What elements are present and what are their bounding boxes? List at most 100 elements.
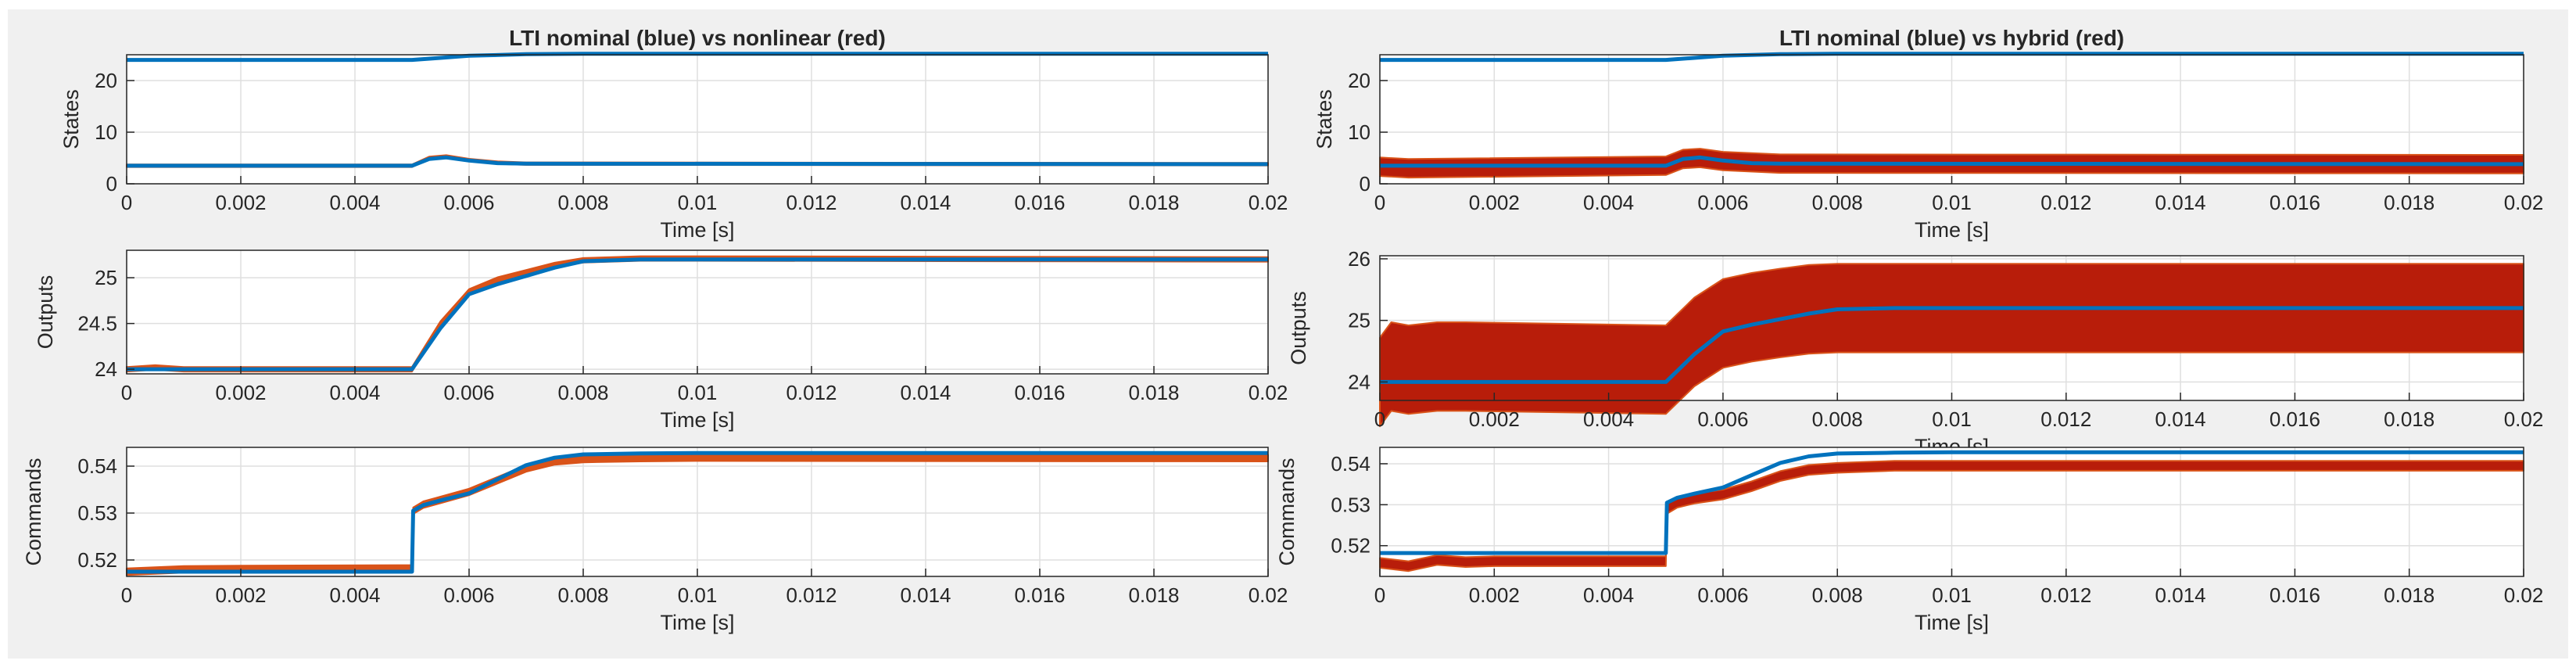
y-tick-label: 24.5 [77,312,117,336]
x-tick-label: 0.012 [2040,407,2091,431]
y-tick-label: 26 [1348,247,1370,271]
y-axis-label: Commands [1275,458,1299,565]
x-tick-label: 0.008 [557,191,608,214]
x-tick-label: 0.02 [1249,583,1288,607]
x-tick-label: 0.01 [678,583,718,607]
x-tick-label: 0.02 [1249,381,1288,404]
x-tick-label: 0.008 [1812,191,1863,214]
y-tick-label: 0.54 [77,454,117,478]
x-tick-label: 0.016 [1014,381,1065,404]
series-line-blue [1380,155,2524,168]
x-axis-label: Time [s] [1915,218,1989,242]
chart-title: LTI nominal (blue) vs nonlinear (red) [509,26,886,50]
x-tick-label: 0.018 [1128,191,1179,214]
y-tick-label: 0.52 [77,548,117,572]
x-tick-label: 0.016 [2270,583,2320,607]
x-axis-label: Time [s] [1915,611,1989,634]
x-tick-label: 0.016 [1014,583,1065,607]
x-tick-label: 0.014 [900,583,951,607]
x-tick-label: 0.014 [900,381,951,404]
x-tick-label: 0.02 [2504,191,2544,214]
axes-left-commands: 0 0.002 0.004 0.006 0.008 0.01 0.012 0.014 0.016… [22,447,1288,634]
x-tick-label: 0.01 [678,191,718,214]
y-tick-label: 10 [95,120,117,144]
y-tick-label: 25 [95,266,117,289]
y-axis-label: States [1313,89,1336,149]
x-tick-label: 0 [121,381,132,404]
x-tick-label: 0.006 [1697,407,1748,431]
y-tick-label: 24 [95,357,117,381]
x-tick-label: 0.018 [2384,191,2434,214]
y-tick-label: 0.54 [1331,452,1370,476]
x-tick-label: 0.008 [557,583,608,607]
x-tick-label: 0.014 [2155,407,2206,431]
x-tick-label: 0.002 [215,191,266,214]
x-tick-label: 0.018 [1128,381,1179,404]
x-tick-label: 0.018 [2384,583,2434,607]
x-axis-label: Time [s] [660,408,734,432]
x-tick-label: 0.008 [557,381,608,404]
x-tick-label: 0.002 [1469,583,1520,607]
x-tick-label: 0.012 [786,381,837,404]
y-tick-label: 25 [1348,309,1370,332]
y-tick-label: 0 [1360,172,1370,196]
series-line-blue [127,450,1268,574]
x-tick-label: 0.006 [1697,191,1748,214]
x-tick-label: 0.006 [443,583,494,607]
x-tick-label: 0.016 [1014,191,1065,214]
x-tick-label: 0 [121,191,132,214]
series-line-blue [1380,306,2524,384]
y-tick-label: 0.53 [1331,493,1370,516]
y-axis-label: Outputs [1287,291,1310,365]
x-tick-label: 0.02 [2504,407,2544,431]
x-tick-label: 0.004 [329,381,380,404]
x-axis-label: Time [s] [660,218,734,242]
x-axis-label: Time [s] [660,611,734,634]
x-tick-label: 0.014 [900,191,951,214]
x-tick-label: 0.004 [329,583,380,607]
axes-left-states: 0 0.002 0.004 0.006 0.008 0.01 0.012 0.014 0.016… [59,26,1288,242]
x-tick-label: 0 [1374,583,1385,607]
x-tick-label: 0.018 [2384,407,2434,431]
series-line-blue [127,257,1268,371]
x-tick-label: 0.014 [2155,583,2206,607]
y-tick-label: 20 [1348,69,1370,92]
y-tick-label: 24 [1348,370,1370,393]
x-tick-label: 0.014 [2155,191,2206,214]
axes-right-outputs: 0 0.002 0.004 0.006 0.008 0.01 0.012 0.014 0.016… [1287,247,2543,458]
x-tick-label: 0.016 [2270,407,2320,431]
y-axis-label: States [59,89,83,149]
x-tick-label: 0.004 [1583,407,1634,431]
axes-left-outputs: 0 0.002 0.004 0.006 0.008 0.01 0.012 0.014 0.016… [34,249,1288,432]
y-axis-label: Outputs [34,275,57,350]
x-tick-label: 0.004 [1583,583,1634,607]
x-tick-label: 0.006 [1697,583,1748,607]
x-tick-label: 0.006 [443,191,494,214]
x-tick-label: 0.002 [215,381,266,404]
x-tick-label: 0.012 [786,191,837,214]
x-tick-label: 0.016 [2270,191,2320,214]
x-tick-label: 0.008 [1812,407,1863,431]
x-tick-label: 0.012 [2040,583,2091,607]
y-tick-label: 10 [1348,120,1370,144]
y-axis-label: Commands [22,458,45,565]
x-tick-label: 0 [1374,407,1385,431]
x-tick-label: 0.004 [329,191,380,214]
x-tick-label: 0.01 [1932,407,1972,431]
axes-right-commands: 0 0.002 0.004 0.006 0.008 0.01 0.012 0.014 0.016… [1275,447,2543,634]
x-tick-label: 0 [1374,191,1385,214]
axes-right-states: 0 0.002 0.004 0.006 0.008 0.01 0.012 0.014 0.016… [1313,26,2543,242]
x-tick-label: 0.01 [1932,583,1972,607]
x-tick-label: 0.004 [1583,191,1634,214]
x-tick-label: 0.012 [786,583,837,607]
y-tick-label: 0 [106,172,117,196]
y-tick-label: 0.53 [77,501,117,525]
x-tick-label: 0.012 [2040,191,2091,214]
x-tick-label: 0 [121,583,132,607]
series-line-blue [127,155,1269,168]
series-line-blue [1380,52,2524,63]
x-tick-label: 0.01 [678,381,718,404]
series-line-blue [1380,450,2524,555]
x-tick-label: 0.02 [1249,191,1288,214]
